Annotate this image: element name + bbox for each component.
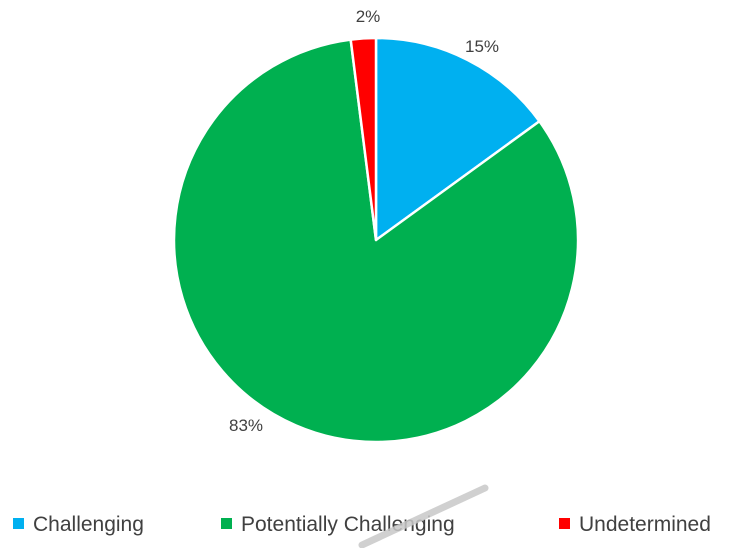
legend-swatch-undetermined xyxy=(559,518,570,529)
legend-swatch-potentially-challenging xyxy=(221,518,232,529)
legend-swatch-challenging xyxy=(13,518,24,529)
legend-item-undetermined: Undetermined xyxy=(559,513,711,536)
legend-label-challenging: Challenging xyxy=(33,513,144,536)
legend-label-undetermined: Undetermined xyxy=(579,513,711,536)
pie-slices xyxy=(172,36,580,444)
legend: Challenging Potentially Challenging Undete… xyxy=(13,513,711,536)
pie-data-labels: 15% 83% 2% xyxy=(229,7,499,435)
pie-slice-undetermined xyxy=(349,36,378,242)
data-label-potentially-challenging: 83% xyxy=(229,416,263,435)
data-label-undetermined: 2% xyxy=(356,7,381,26)
data-label-challenging: 15% xyxy=(465,37,499,56)
pie-slice-challenging xyxy=(374,36,541,242)
watermark-stroke xyxy=(358,484,489,549)
legend-item-challenging: Challenging xyxy=(13,513,144,536)
